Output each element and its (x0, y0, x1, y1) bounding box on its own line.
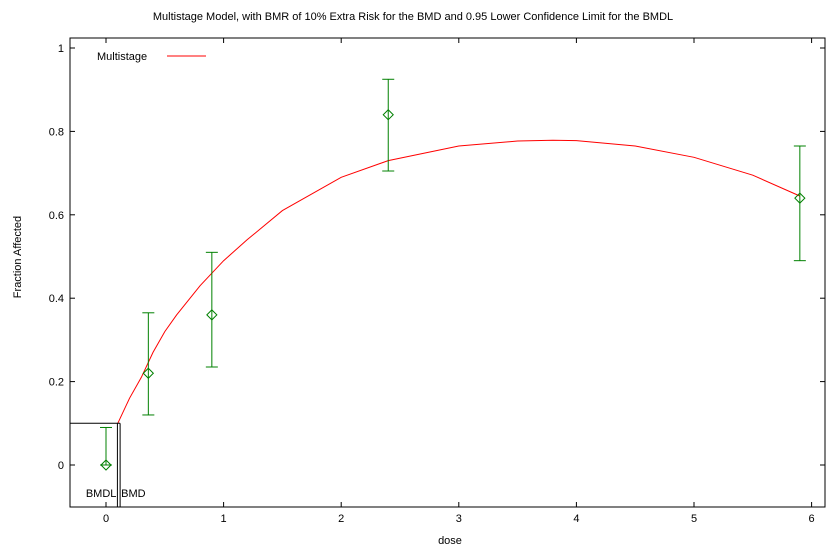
x-axis-label: dose (438, 535, 462, 547)
y-tick-label: 0.4 (49, 293, 64, 305)
x-tick-label: 3 (456, 513, 462, 525)
x-tick-label: 6 (809, 513, 815, 525)
y-axis-label: Fraction Affected (12, 215, 24, 299)
bmdl-label: BMDL (86, 488, 117, 500)
plot-frame (69, 37, 826, 508)
model-curve-line (117, 139, 801, 424)
data-point-marker (142, 367, 155, 379)
bmd-label: BMD (121, 488, 146, 500)
x-tick-label: 4 (573, 513, 579, 525)
y-tick-label: 0 (58, 460, 64, 472)
y-tick-label: 0.6 (49, 210, 64, 222)
y-tick-label: 1 (58, 43, 64, 55)
data-point-marker (206, 309, 218, 321)
y-tick-label: 0.8 (49, 126, 64, 138)
data-point-marker (100, 459, 112, 471)
y-tick-label: 0.2 (49, 377, 64, 389)
x-tick-label: 5 (691, 513, 697, 525)
chart-title: Multistage Model, with BMR of 10% Extra … (152, 11, 674, 23)
data-point-marker (794, 192, 806, 204)
x-tick-label: 1 (221, 513, 227, 525)
x-tick-label: 0 (103, 513, 109, 525)
data-point-marker (382, 109, 394, 121)
x-tick-label: 2 (338, 513, 344, 525)
legend-label: Multistage (97, 51, 147, 63)
